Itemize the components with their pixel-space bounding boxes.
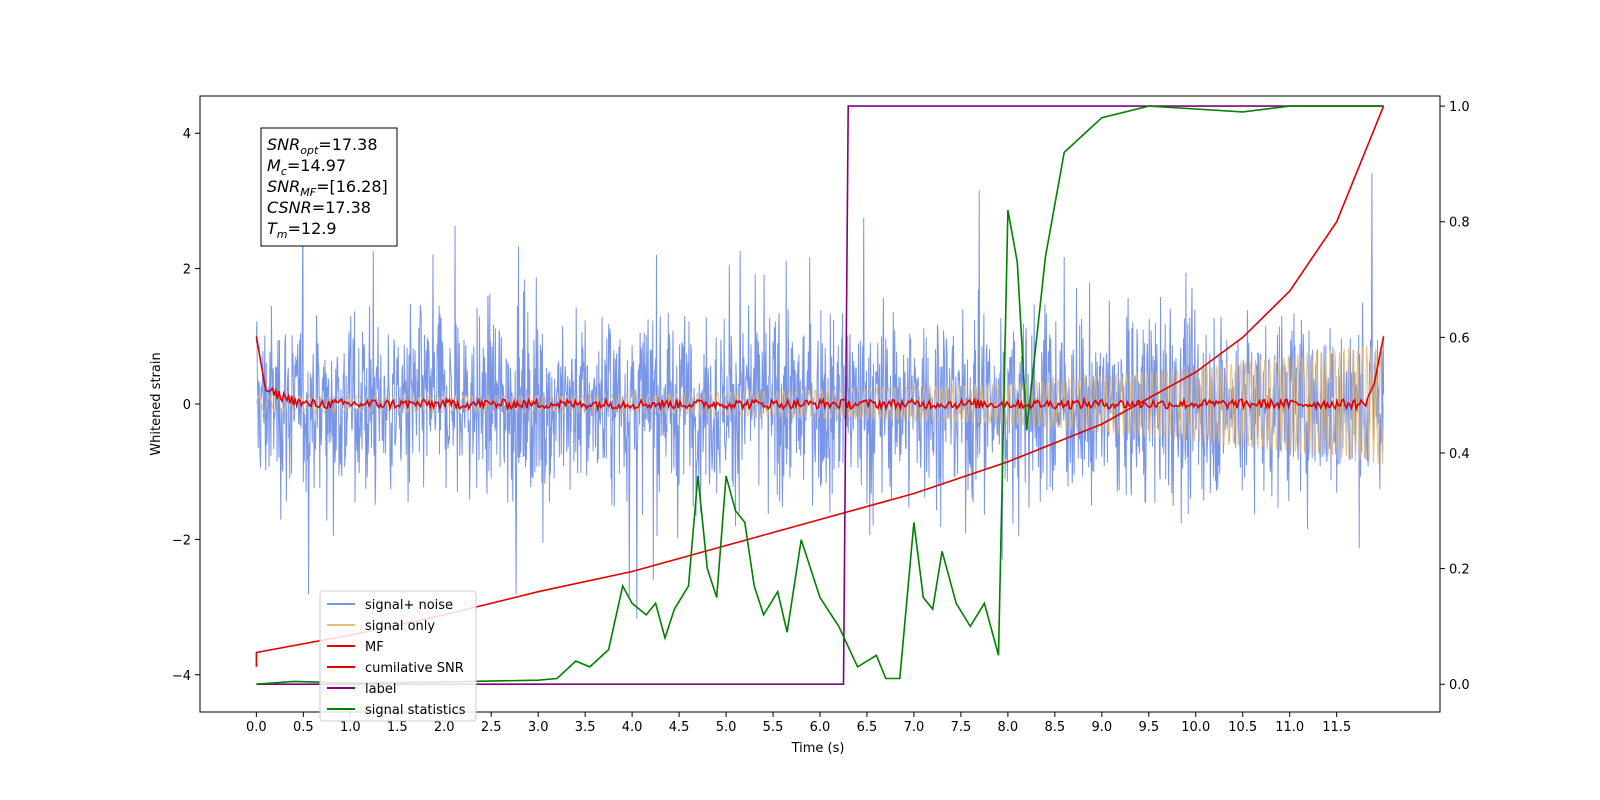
x-tick-label: 4.0 bbox=[622, 720, 643, 735]
x-tick-label: 11.0 bbox=[1275, 720, 1304, 735]
x-tick-label: 5.5 bbox=[763, 720, 784, 735]
info-box-line: Mc=14.97 bbox=[267, 156, 346, 178]
x-tick-label: 2.0 bbox=[434, 720, 455, 735]
x-tick-label: 6.0 bbox=[810, 720, 831, 735]
info-box-line: Tm=12.9 bbox=[267, 219, 337, 241]
series-signal-noise-line bbox=[255, 173, 1385, 619]
x-tick-label: 11.5 bbox=[1322, 720, 1351, 735]
y-tick-label: −2 bbox=[172, 533, 191, 548]
x-tick-label: 1.0 bbox=[340, 720, 361, 735]
info-box: SNRopt=17.38Mc=14.97SNRMF=[16.28]CSNR=17… bbox=[260, 127, 398, 247]
x-axis: 0.0 0.5 1.0 1.5 2.0 2.5 3.0 3.5 4.0 4.5 5.0 5.5 6.0 6… bbox=[246, 712, 1351, 735]
x-tick-label: 9.5 bbox=[1138, 720, 1159, 735]
x-tick-label: 0.0 bbox=[246, 720, 267, 735]
legend-label: cumilative SNR bbox=[365, 661, 464, 676]
y2-tick-label: 0.0 bbox=[1449, 678, 1470, 693]
x-tick-label: 6.5 bbox=[857, 720, 878, 735]
signal-noise-layer bbox=[255, 173, 1385, 619]
y-axis-left: −4 −2 0 2 4 bbox=[172, 127, 200, 684]
x-tick-label: 3.0 bbox=[528, 720, 549, 735]
info-box-line: SNRMF=[16.28] bbox=[267, 177, 388, 199]
x-tick-label: 0.5 bbox=[293, 720, 314, 735]
y2-tick-label: 0.4 bbox=[1449, 447, 1470, 462]
y-axis-right: 0.0 0.2 0.4 0.6 0.8 1.0 bbox=[1440, 100, 1470, 693]
legend-label: label bbox=[365, 682, 396, 697]
x-tick-label: 9.0 bbox=[1091, 720, 1112, 735]
legend-label: MF bbox=[365, 640, 384, 655]
info-box-line: SNRopt=17.38 bbox=[267, 135, 378, 157]
x-tick-label: 2.5 bbox=[481, 720, 502, 735]
info-box-line: CSNR=17.38 bbox=[267, 198, 371, 217]
x-tick-label: 4.5 bbox=[669, 720, 690, 735]
series-mf-line bbox=[255, 336, 1385, 412]
y2-tick-label: 0.2 bbox=[1449, 563, 1470, 578]
y2-tick-label: 0.8 bbox=[1449, 216, 1470, 231]
y-tick-label: −4 bbox=[172, 669, 191, 684]
x-tick-label: 7.5 bbox=[951, 720, 972, 735]
x-tick-label: 8.0 bbox=[998, 720, 1019, 735]
x-tick-label: 10.0 bbox=[1181, 720, 1210, 735]
x-tick-label: 1.5 bbox=[387, 720, 408, 735]
series-signal-statistics-line bbox=[256, 105, 1384, 685]
y-tick-label: 2 bbox=[183, 263, 191, 278]
y2-tick-label: 1.0 bbox=[1449, 100, 1470, 115]
x-tick-label: 7.0 bbox=[904, 720, 925, 735]
series-label-line bbox=[256, 105, 1384, 685]
y2-tick-label: 0.6 bbox=[1449, 331, 1470, 346]
y-axis-label: Whitened strain bbox=[149, 352, 164, 455]
legend-label: signal+ noise bbox=[365, 598, 453, 613]
x-tick-label: 5.0 bbox=[716, 720, 737, 735]
y-tick-label: 0 bbox=[183, 398, 191, 413]
legend: signal+ noise signal only MF cumilative SNR… bbox=[319, 590, 477, 722]
x-tick-label: 8.5 bbox=[1045, 720, 1066, 735]
x-tick-label: 10.5 bbox=[1228, 720, 1257, 735]
legend-label: signal statistics bbox=[365, 703, 466, 718]
legend-label: signal only bbox=[365, 619, 435, 634]
x-tick-label: 3.5 bbox=[575, 720, 596, 735]
x-axis-label: Time (s) bbox=[791, 741, 845, 756]
y-tick-label: 4 bbox=[183, 127, 191, 142]
